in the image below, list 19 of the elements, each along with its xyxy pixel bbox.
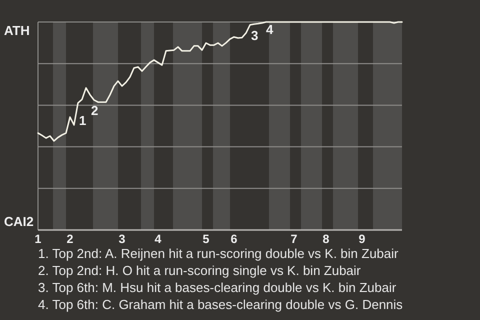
text: 1. Top 2nd: A. Reijnen hit a run-scoring double vs K. bin Zubair [38, 246, 400, 261]
x-tick-label: 1 [34, 232, 42, 246]
text: 4. Top 6th: C. Graham hit a bases-clearing double vs G. Dennis [38, 297, 404, 312]
annotation: 4 [266, 22, 274, 37]
annotation: 3 [251, 28, 258, 43]
text: 3. Top 6th: M. Hsu hit a bases-clearing double vs K. bin Zubair [38, 280, 397, 295]
annotation: 2 [91, 103, 98, 118]
x-tick-label: 2 [66, 232, 74, 246]
x-tick-label: 5 [202, 232, 210, 246]
annotation: 1 [79, 113, 86, 128]
x-tick-label: 7 [290, 232, 298, 246]
x-tick-label: 8 [322, 232, 330, 246]
text: CAI2 [4, 214, 34, 229]
text: 2. Top 2nd: H. O hit a run-scoring single vs K. bin Zubair [38, 263, 362, 278]
x-tick-label: 4 [154, 232, 162, 246]
text: ATH [4, 23, 30, 38]
x-tick-label: 9 [358, 232, 366, 246]
x-tick-label: 3 [118, 232, 126, 246]
x-tick-label: 6 [230, 232, 238, 246]
